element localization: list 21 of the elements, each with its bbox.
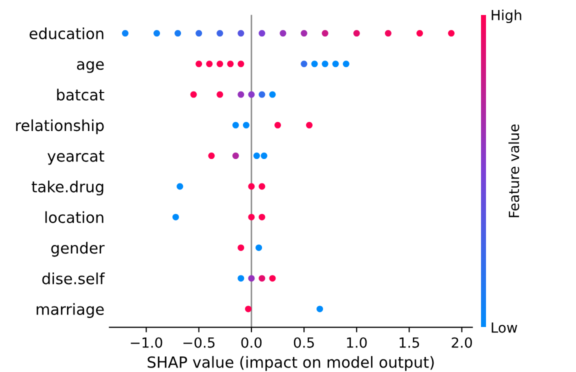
x-tick-label: 2.0 [452,337,472,348]
x-tick-label: 0.0 [241,337,262,348]
y-tick-label: relationship [16,119,104,134]
y-tick-label: yearcat [48,150,104,165]
x-tick-label: 1.5 [400,338,420,348]
x-tick-label: 1.0 [347,337,367,348]
y-tick-label: location [45,211,104,224]
y-tick-label: dise.self [42,272,105,284]
y-tick-label: age [77,61,104,73]
x-tick-label: −0.5 [183,337,214,348]
x-tick-label: −1.0 [130,337,162,348]
y-tick-label: education [30,27,104,40]
y-tick-label: marriage [36,303,104,318]
color-bar-label: Low [492,322,518,333]
x-axis-title: SHAP value (impact on model output) [148,356,434,371]
y-tick-label: take.drug [32,180,104,196]
y-tick-label: gender [51,242,105,257]
color-bar-title: Feature value [508,124,520,218]
y-tick-label: batcat [57,88,104,101]
color-bar-label: High [492,10,522,24]
x-tick-label: 0.5 [294,337,314,348]
